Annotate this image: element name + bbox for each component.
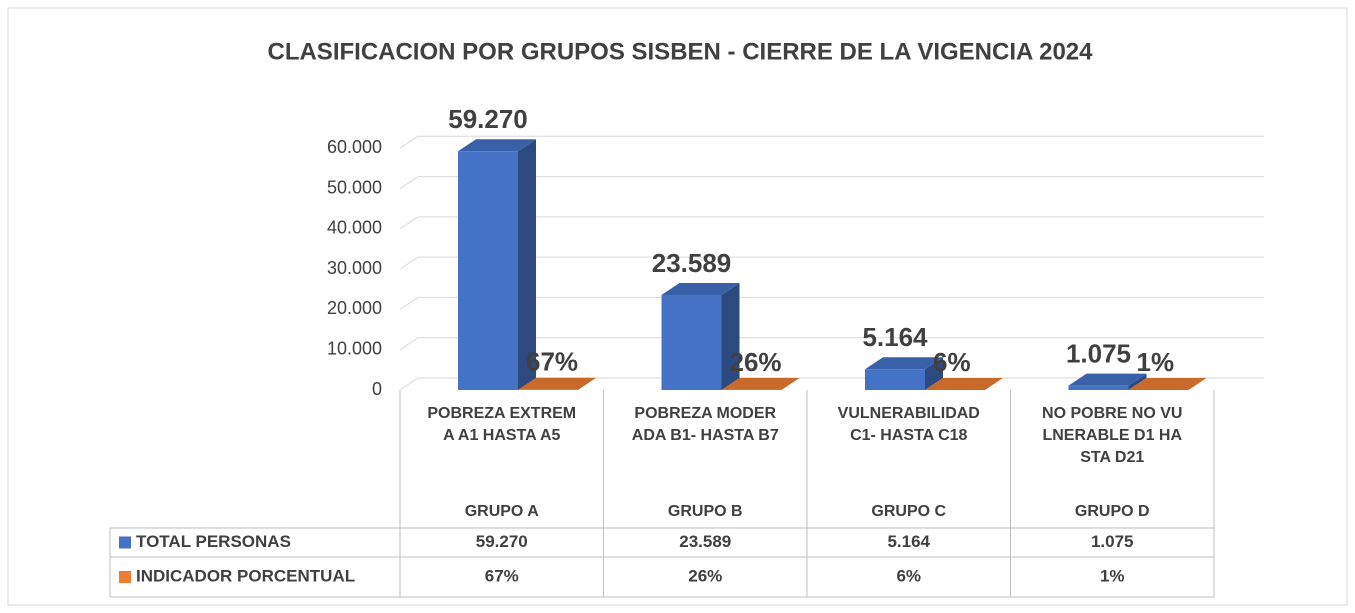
data-label: 23.589 — [652, 248, 732, 278]
bar-face — [865, 369, 925, 390]
x-tick-label: VULNERABILIDAD C1- HASTA C18 — [837, 405, 980, 444]
bar-face — [721, 377, 800, 390]
legend-key — [119, 536, 131, 549]
data-label: 5.164 — [862, 322, 928, 352]
x-tick-label: NO POBRE NO VULNERABLE D1 HASTA D21 — [1042, 405, 1183, 466]
bar-face — [925, 377, 1003, 390]
chart-title: CLASIFICACION POR GRUPOS SISBEN - CIERRE… — [267, 38, 1093, 65]
data-label: 1.075 — [1066, 339, 1131, 369]
group-label: GRUPO D — [1074, 503, 1150, 520]
y-tick-label: 0 — [372, 379, 382, 399]
bar-face — [1128, 377, 1207, 390]
group-label: GRUPO A — [464, 503, 539, 520]
table-value: 5.164 — [887, 532, 930, 551]
bar-face — [661, 282, 740, 295]
table-value: 1.075 — [1091, 532, 1134, 551]
bar-face — [458, 139, 536, 152]
bar — [925, 377, 1003, 390]
bar-face — [578, 377, 596, 390]
grid-line — [399, 135, 1264, 149]
bar-face — [1068, 385, 1129, 390]
group-label: GRUPO B — [667, 503, 743, 520]
y-tick-label: 50.000 — [327, 177, 382, 197]
bar-face — [925, 357, 943, 390]
data-label: 26% — [730, 347, 782, 377]
bar — [1128, 377, 1207, 390]
table-value: 67% — [485, 566, 519, 585]
y-tick-label: 60.000 — [327, 137, 382, 157]
legend-key — [119, 571, 131, 583]
table-value: 59.270 — [476, 532, 528, 551]
bar — [721, 377, 800, 390]
bar-face — [1128, 373, 1147, 390]
bar-face — [458, 151, 518, 390]
grid-line — [399, 337, 1264, 351]
bar-face — [661, 294, 722, 390]
grid-line — [399, 216, 1264, 230]
bar — [458, 139, 536, 390]
bar-face — [865, 357, 943, 370]
y-tick-label: 40.000 — [327, 218, 382, 238]
y-tick-label: 30.000 — [327, 258, 382, 278]
group-label: GRUPO C — [871, 503, 947, 520]
bar — [661, 282, 740, 390]
data-label: 59.270 — [448, 104, 528, 134]
legend-label: INDICADOR PORCENTUAL — [136, 566, 355, 585]
bar-face — [985, 377, 1003, 390]
table-value: 1% — [1100, 566, 1125, 585]
bar — [518, 377, 596, 390]
table-value: 23.589 — [679, 532, 731, 551]
data-label: 6% — [933, 347, 971, 377]
data-label: 1% — [1137, 347, 1175, 377]
bar-face — [518, 377, 596, 390]
y-tick-label: 20.000 — [327, 298, 382, 318]
legend-label: TOTAL PERSONAS — [136, 532, 291, 551]
table-value: 26% — [688, 566, 722, 585]
bar-face — [781, 377, 800, 390]
grid-line — [399, 256, 1264, 270]
grid-line — [399, 296, 1264, 310]
bar-face — [721, 282, 740, 390]
x-tick-label: POBREZA EXTREMA A1 HASTA A5 — [427, 405, 577, 444]
bar — [1068, 373, 1147, 390]
bar-face — [518, 139, 536, 390]
data-label: 67% — [526, 347, 578, 377]
x-tick-label: POBREZA MODERADA B1- HASTA B7 — [631, 405, 779, 444]
bar-face — [1068, 373, 1147, 386]
table-value: 6% — [896, 566, 921, 585]
y-tick-label: 10.000 — [327, 338, 382, 358]
bar — [865, 357, 943, 390]
bar-face — [1188, 377, 1207, 390]
grid-line — [399, 176, 1264, 189]
